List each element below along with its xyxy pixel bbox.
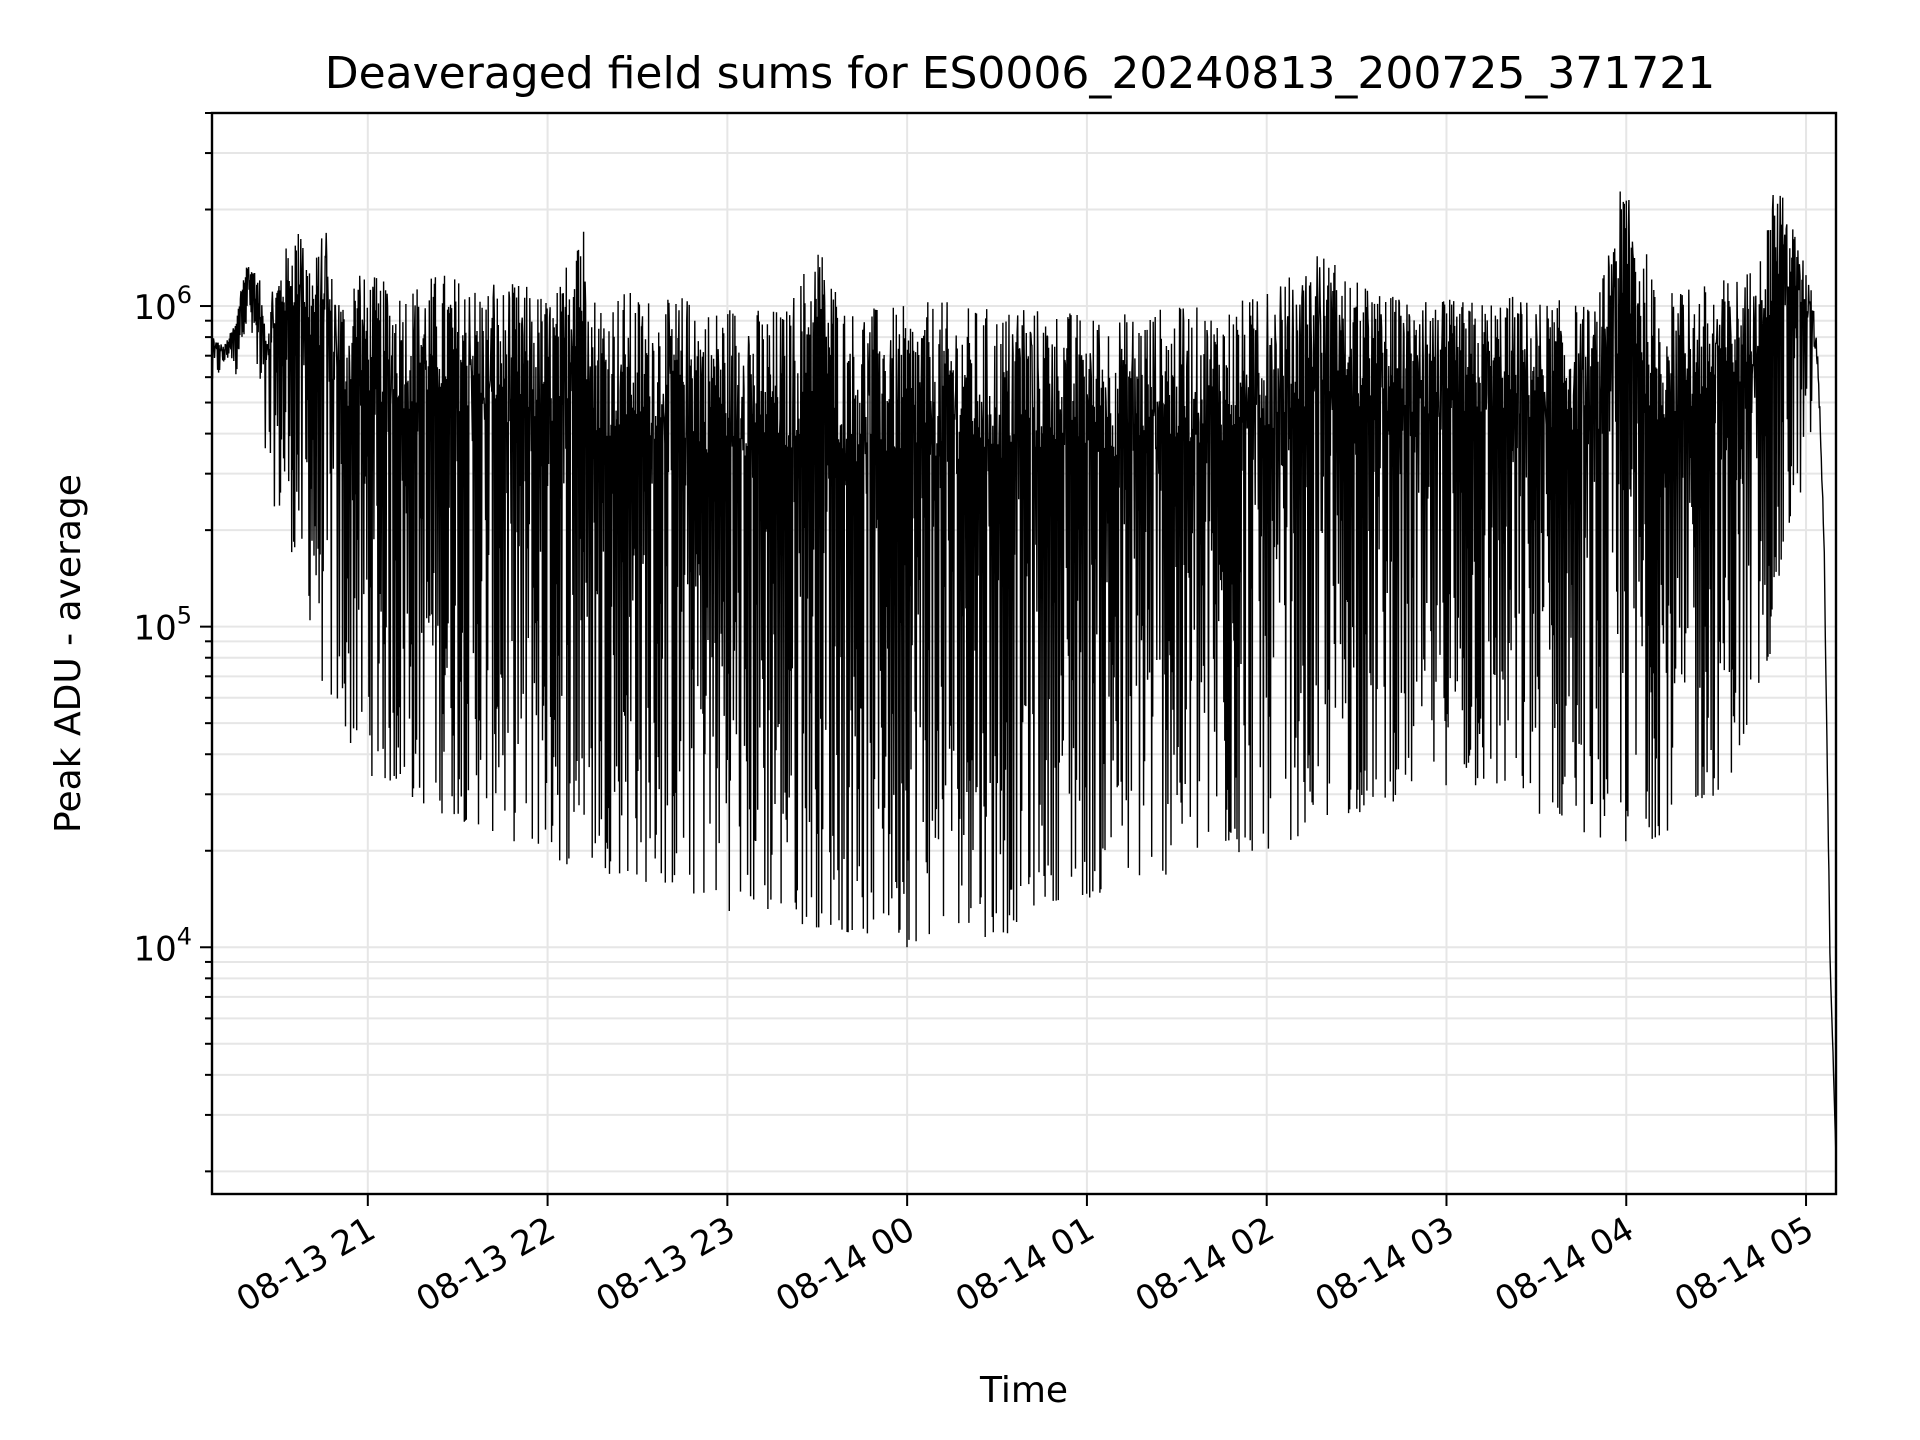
y-tick-label: 105 xyxy=(133,602,192,649)
plot-frame xyxy=(210,111,1838,1196)
data-series xyxy=(211,191,1837,1159)
chart-title: Deaveraged field sums for ES0006_2024081… xyxy=(325,48,1716,99)
y-axis-label: Peak ADU - average xyxy=(48,474,89,833)
x-axis-label: Time xyxy=(979,1370,1068,1411)
series-line xyxy=(211,191,1837,1159)
y-tick-label: 106 xyxy=(133,281,192,328)
y-tick-label: 104 xyxy=(133,922,192,969)
